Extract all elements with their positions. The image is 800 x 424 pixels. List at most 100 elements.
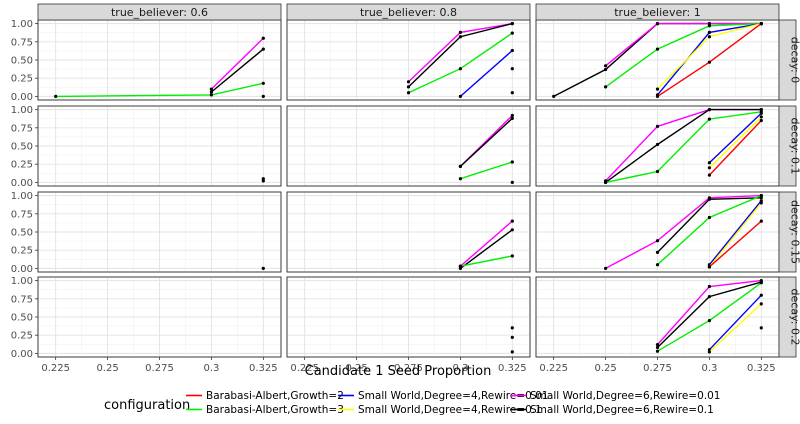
data-point bbox=[604, 67, 608, 72]
column-strip-label: true_believer: 0.6 bbox=[111, 6, 208, 19]
row-strip-bg bbox=[778, 191, 797, 273]
series-line bbox=[605, 111, 762, 184]
series-line bbox=[708, 202, 762, 268]
series-line bbox=[459, 49, 513, 97]
column-strip-bg bbox=[286, 3, 531, 21]
data-point bbox=[707, 22, 712, 26]
x-tick-label: 0.3 bbox=[203, 363, 219, 374]
facet-strips: true_believer: 0.6 true_believer: 0.8 true… bbox=[37, 3, 800, 358]
legend-entry: Small World,Degree=6,Rewire=0.01 bbox=[510, 390, 720, 402]
panel-data-0-1 bbox=[406, 22, 514, 98]
data-point bbox=[458, 67, 462, 71]
column-strip-label: true_believer: 1 bbox=[614, 6, 701, 19]
x-axis-title: Candidate 1 Seed Proportion bbox=[305, 364, 492, 379]
series-line bbox=[708, 120, 762, 176]
series-line bbox=[708, 294, 762, 351]
data-point bbox=[655, 94, 660, 98]
legend-label: Barabasi-Albert,Growth=3 bbox=[206, 404, 344, 416]
data-point bbox=[458, 164, 462, 168]
column-strip-label: true_believer: 0.8 bbox=[360, 6, 457, 19]
panel-2-1 bbox=[286, 191, 531, 273]
column-strip-bg bbox=[535, 3, 780, 21]
row-strip-bg bbox=[778, 19, 797, 101]
data-point bbox=[261, 177, 265, 181]
data-point bbox=[655, 142, 660, 147]
x-tick-label: 0.225 bbox=[290, 363, 319, 374]
data-point bbox=[707, 166, 712, 170]
panel-data-3-2 bbox=[655, 279, 763, 354]
y-tick-label: 0.75 bbox=[11, 123, 33, 134]
x-tick-label: 0.225 bbox=[539, 363, 568, 374]
panel-data-1-1 bbox=[458, 113, 514, 184]
data-point bbox=[604, 266, 608, 270]
data-point bbox=[510, 326, 514, 330]
data-point bbox=[510, 48, 514, 53]
data-point bbox=[707, 108, 712, 112]
data-point bbox=[759, 118, 763, 123]
data-point bbox=[261, 81, 265, 85]
data-point bbox=[406, 91, 411, 95]
data-point bbox=[707, 319, 712, 323]
data-point bbox=[458, 35, 462, 39]
data-point bbox=[209, 87, 213, 91]
x-tick-label: 0.275 bbox=[643, 363, 672, 374]
data-point bbox=[510, 91, 514, 95]
data-point bbox=[510, 350, 514, 354]
panel-data-3-1 bbox=[510, 326, 514, 354]
data-point bbox=[604, 180, 608, 184]
data-point bbox=[655, 124, 660, 128]
data-point bbox=[510, 335, 514, 339]
data-point bbox=[759, 108, 763, 112]
series-line bbox=[605, 22, 762, 67]
data-point bbox=[458, 177, 462, 181]
panel-3-1 bbox=[286, 276, 531, 358]
data-point bbox=[406, 85, 411, 89]
data-point bbox=[655, 47, 660, 51]
data-point bbox=[759, 115, 763, 119]
y-tick-label: 0.25 bbox=[11, 74, 33, 85]
data-point bbox=[707, 60, 712, 64]
data-point bbox=[759, 326, 763, 330]
panel-1-1 bbox=[286, 105, 531, 187]
y-tick-label: 0.25 bbox=[11, 246, 33, 257]
data-point bbox=[604, 85, 608, 89]
data-point bbox=[707, 161, 712, 165]
x-tick-label: 0.275 bbox=[145, 363, 174, 374]
x-tick-label: 0.3 bbox=[452, 363, 468, 374]
data-point bbox=[261, 36, 265, 40]
y-tick-label: 0.25 bbox=[11, 160, 33, 171]
series-line bbox=[605, 194, 762, 270]
y-tick-label: 0.25 bbox=[11, 331, 33, 342]
panel-data-2-2 bbox=[604, 194, 763, 270]
column-strip-bg bbox=[37, 3, 282, 21]
data-point bbox=[707, 350, 712, 354]
data-point bbox=[759, 302, 763, 306]
data-point bbox=[707, 30, 712, 34]
data-point bbox=[759, 293, 763, 297]
y-tick-label: 0.75 bbox=[11, 209, 33, 220]
data-point bbox=[707, 35, 712, 39]
data-point bbox=[707, 265, 712, 269]
data-point bbox=[655, 343, 660, 347]
legend-entry: Barabasi-Albert,Growth=3 bbox=[186, 404, 344, 416]
series-line bbox=[210, 48, 264, 93]
panel-data-0-0 bbox=[54, 36, 265, 98]
y-tick-label: 1.00 bbox=[11, 19, 33, 30]
data-point bbox=[759, 194, 763, 198]
series-line bbox=[459, 220, 513, 267]
panel-border bbox=[286, 191, 531, 273]
panel-2-0 bbox=[37, 191, 282, 273]
panel-data-1-0 bbox=[261, 177, 265, 183]
row-strip-label: decay: 0 bbox=[789, 37, 800, 83]
legend-entry: Barabasi-Albert,Growth=2 bbox=[186, 390, 344, 402]
data-point bbox=[707, 215, 712, 220]
data-point bbox=[510, 219, 514, 223]
data-point bbox=[552, 94, 556, 98]
data-point bbox=[759, 219, 763, 223]
y-tick-label: 0.00 bbox=[11, 178, 33, 189]
data-point bbox=[655, 169, 660, 174]
x-tick-label: 0.325 bbox=[498, 363, 527, 374]
x-tick-label: 0.25 bbox=[96, 363, 118, 374]
row-strip-label: decay: 0.1 bbox=[789, 118, 800, 175]
